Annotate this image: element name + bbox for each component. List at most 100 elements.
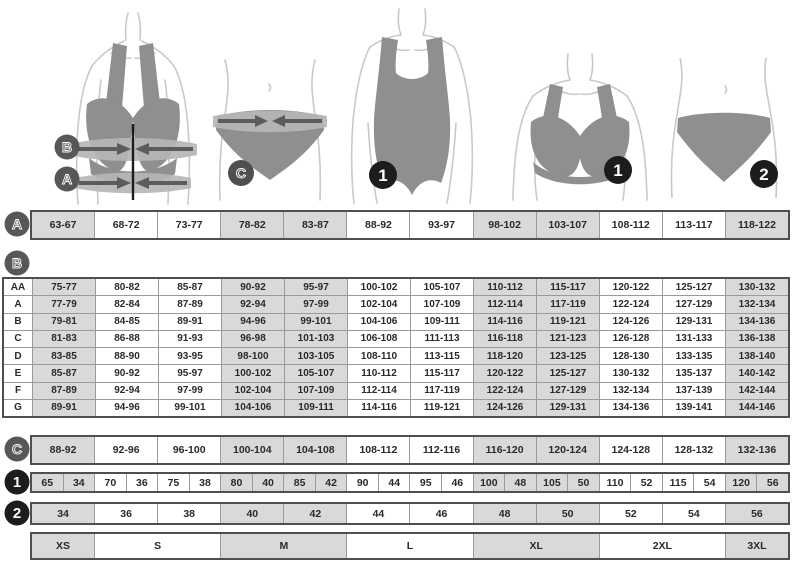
bust-range-cell: 114-116	[474, 313, 536, 330]
bust-range-cell: 82-84	[96, 296, 158, 313]
label-2-text: 2	[759, 165, 768, 184]
bra-size-cell: 100	[473, 474, 505, 491]
hip-band	[213, 110, 327, 133]
bust-range-cell: 79-81	[33, 313, 95, 330]
bust-range-cell: 99-101	[285, 313, 347, 330]
hip-measurement-row: 88-92 92-96 96-100 100-104 104-108 108-112 112…	[30, 435, 790, 465]
bust-range-cell: 99-101	[159, 399, 221, 416]
bust-range-cell: 88-90	[96, 348, 158, 365]
bra-size-cell: 48	[505, 474, 536, 491]
hip-range-cell: 112-116	[410, 437, 473, 463]
bust-range-cell: 106-108	[348, 330, 410, 347]
panty-measurement-figure: C	[213, 59, 327, 201]
letter-size-cell: 3XL	[725, 534, 788, 558]
bust-range-cell: 132-134	[600, 382, 662, 399]
bust-range-cell: 107-109	[285, 382, 347, 399]
bust-range-cell: 104-106	[222, 399, 284, 416]
bust-range-cell: 120-122	[600, 279, 662, 296]
hip-range-cell: 100-104	[221, 437, 284, 463]
bra-size-cell: 110	[599, 474, 631, 491]
bust-range-cell: 127-129	[663, 296, 725, 313]
bust-range-cell: 104-106	[348, 313, 410, 330]
chest-range-cell: 63-67	[32, 212, 95, 238]
numeric-size-cell: 38	[158, 504, 221, 523]
row-2-digit: 2	[13, 505, 21, 522]
bust-range-cell: 86-88	[96, 330, 158, 347]
bodysuit-figure: 1	[350, 8, 474, 204]
chest-range-cell: 68-72	[95, 212, 158, 238]
bust-range-cell: 89-91	[159, 313, 221, 330]
chest-range-cell: 113-117	[662, 212, 725, 238]
bust-range-cell: 112-114	[348, 382, 410, 399]
row-b-letter: B	[12, 255, 22, 271]
label-1-icon: 1	[369, 161, 397, 189]
bra-size-cell: 52	[631, 474, 662, 491]
bust-range-cell: 118-120	[474, 348, 536, 365]
chest-range-cell: 78-82	[221, 212, 284, 238]
chest-range-cell: 73-77	[158, 212, 221, 238]
numeric-size-cell: 44	[347, 504, 410, 523]
bust-range-cell: 124-126	[600, 313, 662, 330]
bust-range-cell: 119-121	[537, 313, 599, 330]
cup-row-label: B	[4, 313, 32, 330]
letter-size-cell: M	[221, 534, 347, 558]
row-b-icon: B	[4, 250, 30, 276]
bust-range-cell: 75-77	[33, 279, 95, 296]
numeric-size-row: 34 36 38 40 42 44 46 48 50 52 54 56	[30, 502, 790, 525]
bra-size-cell: 115	[662, 474, 694, 491]
chest-range-cell: 103-107	[536, 212, 599, 238]
hip-range-cell: 132-136	[725, 437, 788, 463]
bust-range-cell: 103-105	[285, 348, 347, 365]
chest-range-cell: 83-87	[284, 212, 347, 238]
numeric-size-cell: 50	[536, 504, 599, 523]
numeric-size-cell: 56	[725, 504, 788, 523]
hip-range-cell: 124-128	[599, 437, 662, 463]
bra-size-cell: 36	[126, 474, 158, 491]
label-b-text: B	[62, 139, 72, 155]
bust-range-cell: 100-102	[222, 365, 284, 382]
bust-range-cell: 98-100	[222, 348, 284, 365]
bust-range-cell: 109-111	[411, 313, 473, 330]
bust-range-cell: 109-111	[285, 399, 347, 416]
bust-range-cell: 125-127	[537, 365, 599, 382]
bust-range-cell: 135-137	[663, 365, 725, 382]
letter-size-cell: 2XL	[599, 534, 725, 558]
chest-range-cell: 98-102	[473, 212, 536, 238]
underbust-cup-table: AA 75-77 80-82 85-87 90-92 95-97 100-102 105-10…	[2, 277, 790, 418]
row-c-letter: C	[12, 441, 22, 457]
cup-row-label: F	[4, 382, 32, 399]
letter-size-cell: S	[95, 534, 221, 558]
bust-range-cell: 92-94	[222, 296, 284, 313]
label-2-icon: 2	[750, 160, 778, 188]
bra-size-cell: 75	[158, 474, 189, 491]
hip-range-cell: 116-120	[473, 437, 536, 463]
bra-size-cell: 120	[725, 474, 757, 491]
bust-range-cell: 129-131	[663, 313, 725, 330]
bust-range-cell: 93-95	[159, 348, 221, 365]
label-a-text: A	[62, 171, 72, 187]
row-a-letter: A	[12, 216, 22, 232]
bust-range-cell: 94-96	[222, 313, 284, 330]
row-2-icon: 2	[4, 500, 30, 526]
bust-range-cell: 101-103	[285, 330, 347, 347]
panty-figure: 2	[670, 58, 778, 198]
bust-range-cell: 130-132	[600, 365, 662, 382]
bra-size-cell: 40	[252, 474, 284, 491]
label-a-icon: A	[54, 166, 80, 192]
cup-row-label: G	[4, 399, 32, 416]
cup-row-label: AA	[4, 279, 32, 296]
bust-range-cell: 117-119	[411, 382, 473, 399]
bust-range-cell: 119-121	[411, 399, 473, 416]
label-1-text: 1	[378, 166, 387, 185]
numeric-size-cell: 48	[473, 504, 536, 523]
numeric-size-cell: 52	[599, 504, 662, 523]
bust-range-cell: 77-79	[33, 296, 95, 313]
chest-range-cell: 108-112	[599, 212, 662, 238]
row-1-digit: 1	[13, 474, 21, 491]
bust-range-cell: 110-112	[348, 365, 410, 382]
bust-range-cell: 122-124	[474, 382, 536, 399]
bra-size-cell: 56	[757, 474, 788, 491]
numeric-size-cell: 40	[221, 504, 284, 523]
bust-range-cell: 117-119	[537, 296, 599, 313]
bust-range-cell: 120-122	[474, 365, 536, 382]
